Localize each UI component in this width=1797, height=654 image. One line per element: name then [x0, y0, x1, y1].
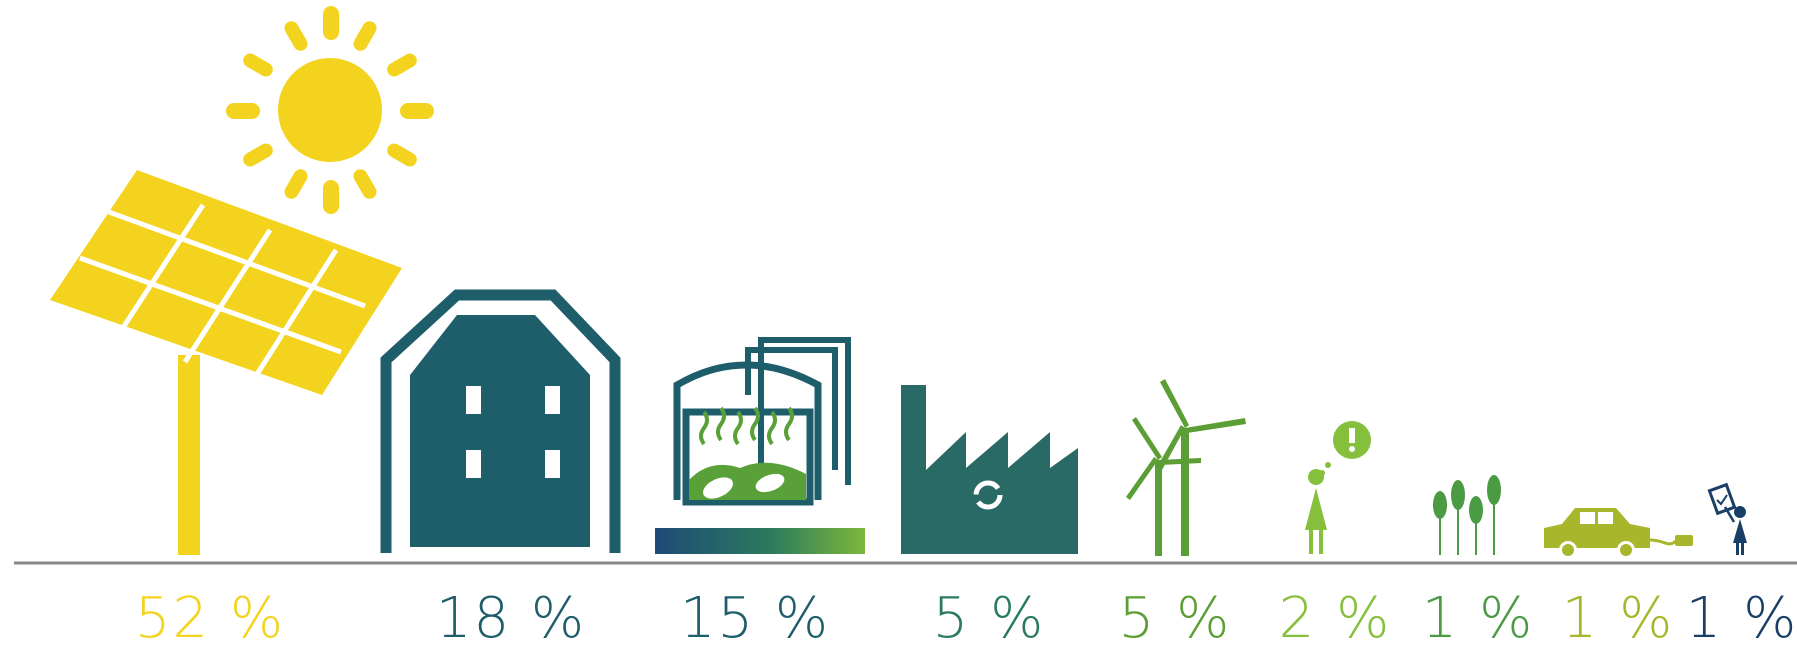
percentage-labels: 52 % 18 % 15 % 5 % 5 % 2 % 1 % 1 % 1 % [135, 586, 1797, 651]
factory-icon [901, 385, 1078, 554]
value-label-house: 18 % [436, 586, 586, 651]
electric-car-icon [1544, 508, 1693, 559]
person-idea-icon [1305, 421, 1371, 554]
person-document-icon [1707, 482, 1747, 555]
value-label-factory: 5 % [933, 586, 1046, 651]
value-label-wind: 5 % [1119, 586, 1232, 651]
sun-icon [226, 6, 434, 214]
value-label-solar: 52 % [135, 586, 285, 651]
value-label-car: 1 % [1562, 586, 1675, 651]
biogas-plant-icon [655, 337, 865, 554]
house-icon [380, 289, 621, 553]
value-label-biogas: 15 % [680, 586, 830, 651]
wheat-icon [1433, 475, 1501, 555]
wind-turbine-icon [1126, 379, 1246, 556]
value-label-person-idea: 2 % [1279, 586, 1392, 651]
value-label-person-document: 1 % [1686, 586, 1797, 651]
solar-panel-icon [50, 170, 402, 555]
value-label-wheat: 1 % [1422, 586, 1535, 651]
